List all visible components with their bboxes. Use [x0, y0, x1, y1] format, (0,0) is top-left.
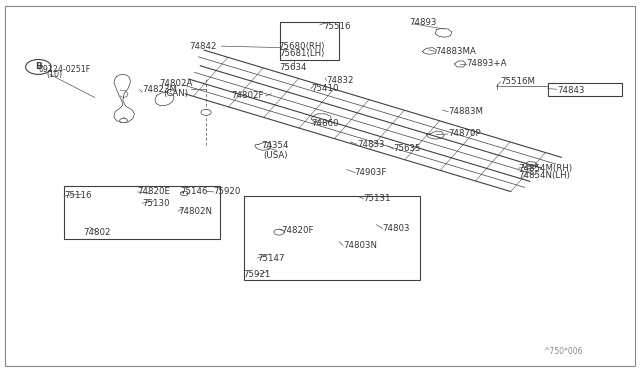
Text: 74833: 74833	[357, 140, 385, 149]
Text: 75147: 75147	[257, 254, 285, 263]
Text: 74903F: 74903F	[355, 168, 387, 177]
Text: 75516: 75516	[323, 22, 351, 31]
Text: 74843: 74843	[557, 86, 584, 94]
Text: 75146: 75146	[180, 187, 208, 196]
Text: 74854N(LH): 74854N(LH)	[518, 171, 570, 180]
Circle shape	[201, 109, 211, 115]
Text: 75116: 75116	[64, 191, 92, 200]
Text: 75634: 75634	[280, 63, 307, 72]
Circle shape	[274, 229, 284, 235]
Text: 74802F: 74802F	[231, 92, 264, 100]
Circle shape	[120, 118, 127, 123]
Text: 75410: 75410	[311, 84, 339, 93]
Text: 74820F: 74820F	[282, 226, 314, 235]
Bar	[548, 83, 622, 96]
Text: 74860: 74860	[311, 119, 339, 128]
Text: 74823M: 74823M	[142, 85, 177, 94]
Text: B: B	[35, 62, 42, 71]
Text: 74893+A: 74893+A	[466, 60, 506, 68]
Text: 09124-0251F: 09124-0251F	[38, 65, 91, 74]
Text: 75920: 75920	[214, 187, 241, 196]
Text: 74802A
(CAN): 74802A (CAN)	[159, 79, 193, 98]
Text: 74832: 74832	[326, 76, 354, 85]
Text: 74803: 74803	[383, 224, 410, 233]
Text: 74842: 74842	[189, 42, 216, 51]
Text: 75516M: 75516M	[500, 77, 536, 86]
Text: 74803N: 74803N	[343, 241, 377, 250]
Text: 74893: 74893	[410, 18, 437, 27]
Text: 75681⟨LH⟩: 75681⟨LH⟩	[279, 49, 325, 58]
Text: ^750*006: ^750*006	[543, 347, 583, 356]
Circle shape	[26, 60, 51, 74]
Text: 74883MA: 74883MA	[435, 47, 476, 56]
Circle shape	[180, 191, 188, 196]
Bar	[280, 22, 339, 60]
Text: 74870P: 74870P	[448, 129, 481, 138]
Bar	[244, 196, 420, 280]
Text: (10): (10)	[46, 70, 62, 79]
Text: 75131: 75131	[364, 194, 391, 203]
Text: 74354
(USA): 74354 (USA)	[262, 141, 289, 160]
Text: 75680⟨RH⟩: 75680⟨RH⟩	[278, 42, 326, 51]
Text: 74820E: 74820E	[138, 187, 171, 196]
Text: 75130: 75130	[142, 199, 170, 208]
Text: 74802N: 74802N	[178, 207, 212, 216]
Text: 74854M(RH): 74854M(RH)	[518, 164, 573, 173]
Bar	[64, 186, 220, 239]
Text: 74883M: 74883M	[448, 107, 483, 116]
Text: 74802: 74802	[84, 228, 111, 237]
Text: 75635: 75635	[393, 144, 420, 153]
Text: 75921: 75921	[244, 270, 271, 279]
